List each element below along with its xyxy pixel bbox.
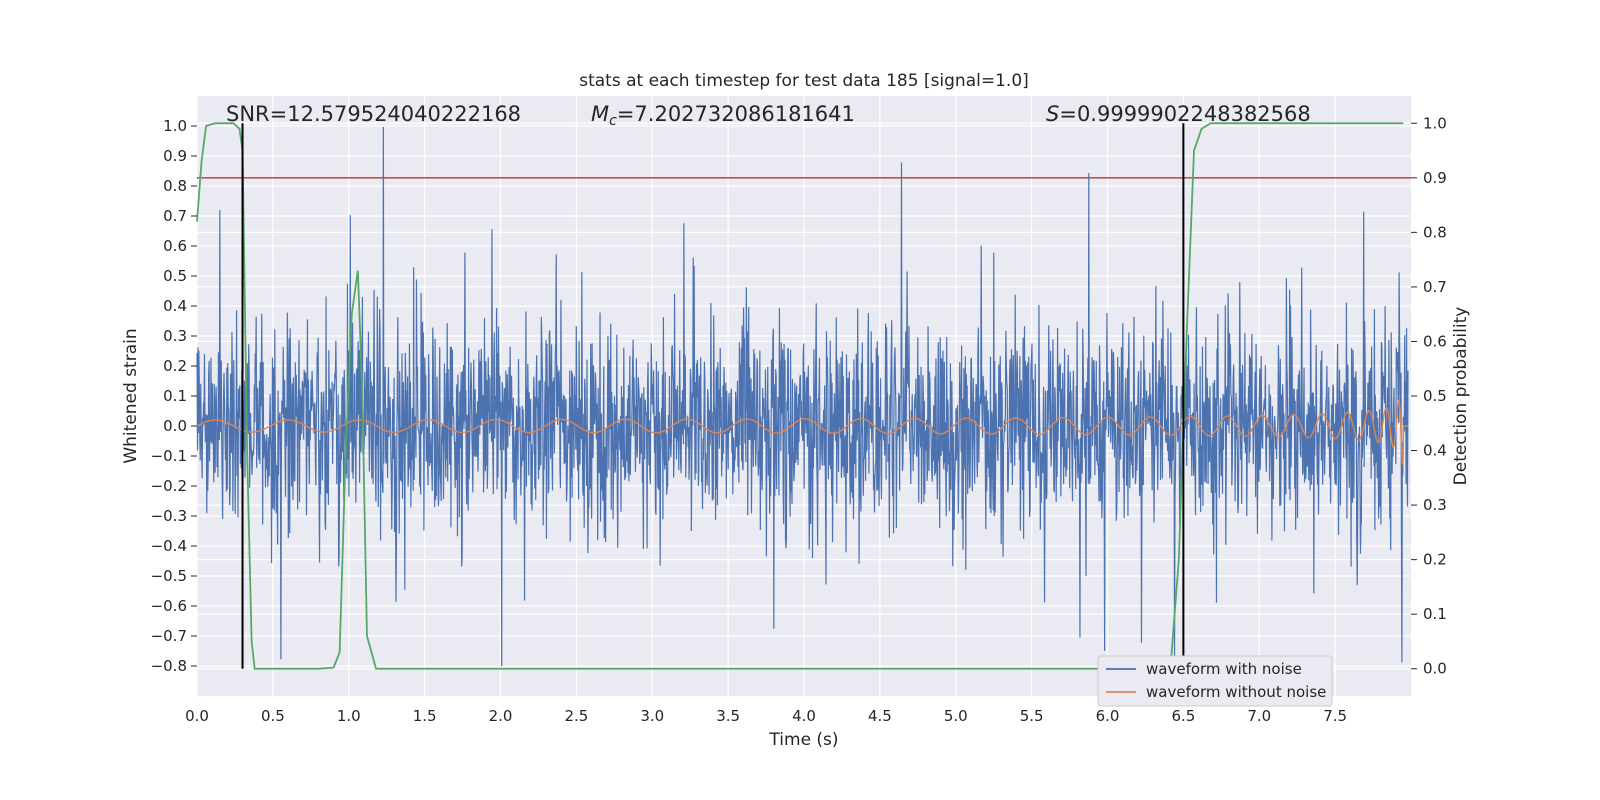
- y2-tick-label: 0.6: [1423, 332, 1447, 350]
- mc-value: =7.202732086181641: [617, 102, 855, 126]
- mc-symbol: M: [591, 102, 609, 126]
- x-tick-label: 5.5: [1020, 707, 1044, 725]
- series-waveform-with-noise: [196, 127, 1409, 667]
- s-value: =0.9999902248382568: [1059, 102, 1310, 126]
- probability-line: [196, 122, 1404, 670]
- y-tick-label: 0.4: [163, 297, 187, 315]
- detection-markers: [241, 123, 1185, 669]
- y-tick-label: 0.5: [163, 267, 187, 285]
- legend-label-clean: waveform without noise: [1146, 683, 1326, 701]
- legend: waveform with noise waveform without noi…: [1097, 655, 1333, 707]
- y2-tick-label: 0.0: [1423, 660, 1447, 678]
- chirp-mass-annotation: Mc=7.202732086181641: [591, 102, 855, 129]
- y2-tick-label: 1.0: [1423, 114, 1447, 132]
- x-tick-label: 7.0: [1247, 707, 1271, 725]
- clean-line: [196, 399, 1408, 466]
- y-tick-label: −0.6: [151, 597, 187, 615]
- series-detection-probability: [196, 122, 1404, 670]
- x-axis-label: Time (s): [768, 730, 838, 750]
- y-tick-label: 0.3: [163, 327, 187, 345]
- y-tick-label: −0.8: [151, 657, 187, 675]
- y-tick-label: −0.2: [151, 477, 187, 495]
- x-tick-label: 4.5: [868, 707, 892, 725]
- y2-tick-label: 0.8: [1423, 223, 1447, 241]
- x-tick-label: 4.0: [792, 707, 816, 725]
- x-tick-label: 5.0: [944, 707, 968, 725]
- chart-title: stats at each timestep for test data 185…: [579, 71, 1029, 91]
- y2-tick-label: 0.9: [1423, 169, 1447, 187]
- y2-axis-label: Detection probability: [1451, 307, 1471, 486]
- y-tick-label: −0.3: [151, 507, 187, 525]
- x-tick-label: 0.5: [261, 707, 285, 725]
- x-tick-label: 0.0: [185, 707, 209, 725]
- x-tick-label: 1.5: [413, 707, 437, 725]
- y2-tick-label: 0.3: [1423, 496, 1447, 514]
- y2-tick-label: 0.5: [1423, 387, 1447, 405]
- x-tick-label: 6.0: [1096, 707, 1120, 725]
- noise-line: [196, 127, 1409, 667]
- x-tick-label: 2.5: [564, 707, 588, 725]
- y-tick-label: −0.4: [151, 537, 187, 555]
- y-tick-label: 1.0: [163, 117, 187, 135]
- x-tick-label: 1.0: [337, 707, 361, 725]
- y-tick-label: 0.2: [163, 357, 187, 375]
- y-tick-label: 0.9: [163, 147, 187, 165]
- x-tick-label: 3.0: [640, 707, 664, 725]
- snr-annotation: SNR=12.579524040222168: [226, 102, 521, 126]
- y-tick-label: 0.8: [163, 177, 187, 195]
- y-tick-label: 0.7: [163, 207, 187, 225]
- x-tick-label: 7.5: [1323, 707, 1347, 725]
- x-tick-label: 6.5: [1171, 707, 1195, 725]
- y-tick-label: 0.1: [163, 387, 187, 405]
- x-tick-label: 3.5: [716, 707, 740, 725]
- legend-box: [1097, 655, 1333, 707]
- series-waveform-without-noise: [196, 399, 1408, 466]
- x-ticks: 0.0 0.5 1.0 1.5 2.0 2.5 3.0 3.5 4.0 4.5 5.0 5.5 6.0 6…: [185, 707, 1347, 725]
- y-tick-label: −0.7: [151, 627, 187, 645]
- significance-annotation: S=0.9999902248382568: [1046, 102, 1311, 126]
- y2-ticks: 0.0 0.1 0.2 0.3 0.4 0.5 0.6 0.7 0.8 0.9 1.0: [1411, 114, 1447, 678]
- legend-label-noise: waveform with noise: [1146, 660, 1302, 678]
- x-tick-label: 2.0: [489, 707, 513, 725]
- y2-tick-label: 0.1: [1423, 605, 1447, 623]
- y2-tick-label: 0.4: [1423, 442, 1447, 460]
- y-ticks: 1.0 0.9 0.8 0.7 0.6 0.5 0.4 0.3 0.2 0.1 0.0 −0.1 −0.…: [151, 117, 197, 675]
- y2-tick-label: 0.7: [1423, 278, 1447, 296]
- y-tick-label: −0.1: [151, 447, 187, 465]
- s-symbol: S: [1046, 102, 1059, 126]
- y2-tick-label: 0.2: [1423, 551, 1447, 569]
- y-axis-label: Whitened strain: [121, 328, 141, 463]
- y-tick-label: 0.6: [163, 237, 187, 255]
- mc-subscript: c: [609, 113, 617, 129]
- y-tick-label: −0.5: [151, 567, 187, 585]
- y-tick-label: 0.0: [163, 417, 187, 435]
